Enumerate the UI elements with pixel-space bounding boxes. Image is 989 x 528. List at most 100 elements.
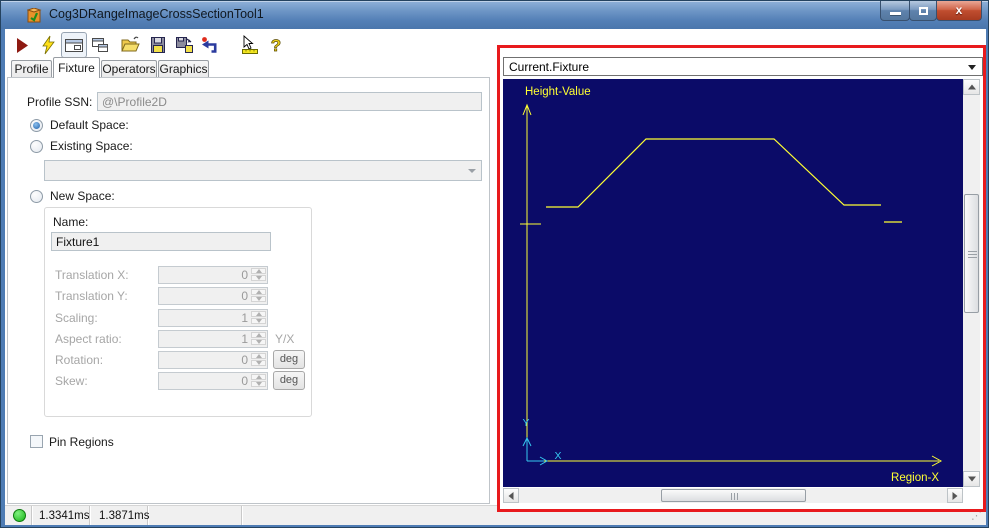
display-selector-value: Current.Fixture (509, 60, 590, 74)
timing-value-1: 1.3341ms (39, 509, 90, 522)
y-axis-arrow-icon (522, 103, 532, 116)
rotation-value: 0 (241, 353, 248, 367)
skew-value: 0 (241, 374, 248, 388)
show-result-display-button[interactable] (61, 32, 87, 58)
status-timing-2: 1.3871ms (90, 506, 150, 525)
aspect-ratio-value: 1 (241, 332, 248, 346)
profile-ssn-field[interactable]: @\Profile2D (97, 92, 482, 111)
y-axis-label: Height-Value (525, 86, 591, 98)
reset-button[interactable] (197, 32, 223, 58)
tab-profile[interactable]: Profile (11, 60, 52, 78)
new-space-label: New Space: (50, 189, 115, 203)
display-selector-combo[interactable]: Current.Fixture (503, 57, 983, 76)
save-button[interactable] (145, 32, 171, 58)
translation-x-field[interactable]: 0 (158, 266, 268, 284)
minimize-icon (890, 12, 901, 15)
svg-text:?: ? (271, 36, 281, 55)
skew-spinner[interactable] (251, 374, 266, 388)
rotation-deg-button[interactable]: deg (273, 350, 305, 369)
aspect-ratio-field[interactable]: 1 (158, 330, 268, 348)
open-file-button[interactable] (117, 32, 143, 58)
existing-space-combo[interactable] (44, 160, 482, 181)
existing-space-label: Existing Space: (50, 139, 133, 153)
tab-fixture[interactable]: Fixture (53, 57, 100, 78)
vertical-scroll-thumb[interactable] (964, 194, 979, 313)
reset-arrow-icon (202, 37, 217, 53)
status-empty-segment (148, 506, 242, 525)
scaling-value: 1 (241, 311, 248, 325)
aspect-ratio-label: Aspect ratio: (55, 332, 122, 346)
aspect-ratio-unit-label: Y/X (275, 332, 295, 346)
open-folder-icon (121, 36, 140, 52)
scroll-up-button[interactable] (963, 79, 980, 95)
translation-y-field[interactable]: 0 (158, 287, 268, 305)
float-display-button[interactable] (87, 32, 113, 58)
name-value: Fixture1 (56, 235, 100, 249)
translation-x-spinner[interactable] (251, 268, 266, 282)
scroll-right-button[interactable] (947, 488, 963, 503)
fixture-tab-page: Profile SSN: @\Profile2D Default Space: … (7, 77, 490, 504)
run-icon (17, 38, 28, 53)
rotation-label: Rotation: (55, 353, 104, 367)
help-button[interactable]: ? (263, 32, 289, 58)
resize-grip-icon[interactable]: ⋰ (971, 510, 982, 522)
skew-deg-button[interactable]: deg (273, 371, 305, 390)
profile-ssn-value: @\Profile2D (102, 95, 167, 109)
pin-regions-label: Pin Regions (49, 435, 114, 449)
translation-y-label: Translation Y: (55, 289, 128, 303)
scroll-down-button[interactable] (963, 471, 980, 487)
scaling-spinner[interactable] (251, 311, 266, 325)
default-space-radio[interactable] (30, 119, 43, 132)
skew-field[interactable]: 0 (158, 372, 268, 390)
close-button[interactable]: x (936, 1, 982, 21)
new-space-groupbox: Name: Fixture1 Translation X: 0 Translat… (44, 207, 312, 417)
title-bar: Cog3DRangeImageCrossSectionTool1 x (1, 1, 988, 29)
tab-operators-label: Operators (102, 62, 156, 76)
name-field[interactable]: Fixture1 (51, 232, 271, 251)
vertical-scrollbar[interactable] (963, 79, 980, 487)
tab-graphics-label: Graphics (159, 62, 208, 76)
translation-x-value: 0 (241, 268, 248, 282)
x-axis-arrow-icon (931, 455, 943, 467)
rotation-spinner[interactable] (251, 353, 266, 367)
translation-y-spinner[interactable] (251, 289, 266, 303)
timing-value-2: 1.3871ms (99, 509, 150, 522)
result-window-icon (65, 39, 83, 52)
trigger-button[interactable] (35, 32, 61, 58)
tab-bar: Profile Fixture Operators Graphics (7, 57, 490, 78)
client-area: ? Profile Fixture Operators Graphics Pro… (5, 29, 986, 525)
arrow-right-icon (952, 491, 958, 500)
window-title: Cog3DRangeImageCrossSectionTool1 (49, 7, 264, 21)
existing-space-radio[interactable] (30, 140, 43, 153)
app-icon (27, 8, 42, 23)
rotation-field[interactable]: 0 (158, 351, 268, 369)
run-button[interactable] (9, 32, 35, 58)
scaling-field[interactable]: 1 (158, 309, 268, 327)
profile-plot[interactable]: Height-Value Region-X Y X (503, 79, 963, 487)
caption-buttons: x (880, 1, 982, 21)
pointer-tool-button[interactable] (237, 32, 263, 58)
translation-x-label: Translation X: (55, 268, 129, 282)
origin-x-label: X (554, 450, 561, 462)
float-window-icon (92, 38, 108, 52)
arrow-down-icon (967, 476, 976, 482)
arrow-up-icon (967, 84, 976, 90)
tab-graphics[interactable]: Graphics (158, 60, 209, 78)
chevron-down-icon (968, 65, 976, 70)
scroll-left-button[interactable] (503, 488, 519, 503)
aspect-ratio-spinner[interactable] (251, 332, 266, 346)
save-as-icon (176, 37, 193, 53)
new-space-radio[interactable] (30, 190, 43, 203)
maximize-button[interactable] (909, 1, 937, 21)
pin-regions-checkbox[interactable] (30, 435, 43, 448)
save-as-button[interactable] (171, 32, 197, 58)
status-green-indicator-icon (13, 509, 26, 522)
horizontal-scrollbar[interactable] (503, 488, 963, 503)
minimize-button[interactable] (880, 1, 910, 21)
horizontal-scroll-thumb[interactable] (661, 489, 806, 502)
translation-y-value: 0 (241, 289, 248, 303)
tab-operators[interactable]: Operators (101, 60, 157, 78)
close-icon: x (955, 3, 963, 17)
profile-line-main (546, 138, 881, 208)
